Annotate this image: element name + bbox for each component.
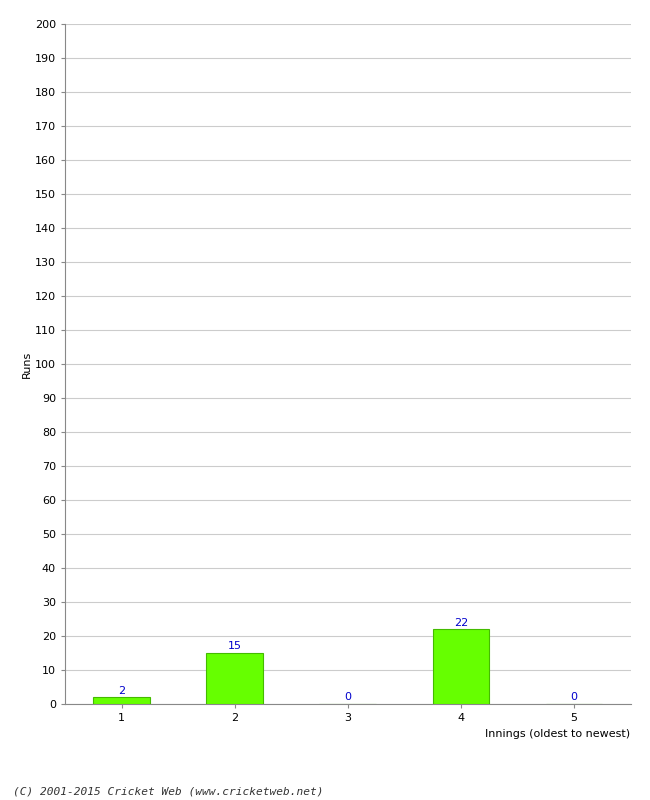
Text: 15: 15 — [227, 642, 242, 651]
Text: (C) 2001-2015 Cricket Web (www.cricketweb.net): (C) 2001-2015 Cricket Web (www.cricketwe… — [13, 786, 324, 796]
X-axis label: Innings (oldest to newest): Innings (oldest to newest) — [486, 729, 630, 738]
Bar — [207, 653, 263, 704]
Text: 0: 0 — [571, 692, 577, 702]
Bar — [433, 629, 489, 704]
Text: 0: 0 — [344, 692, 351, 702]
Text: 22: 22 — [454, 618, 468, 627]
Bar — [94, 697, 150, 704]
Text: 2: 2 — [118, 686, 125, 695]
Y-axis label: Runs: Runs — [22, 350, 32, 378]
